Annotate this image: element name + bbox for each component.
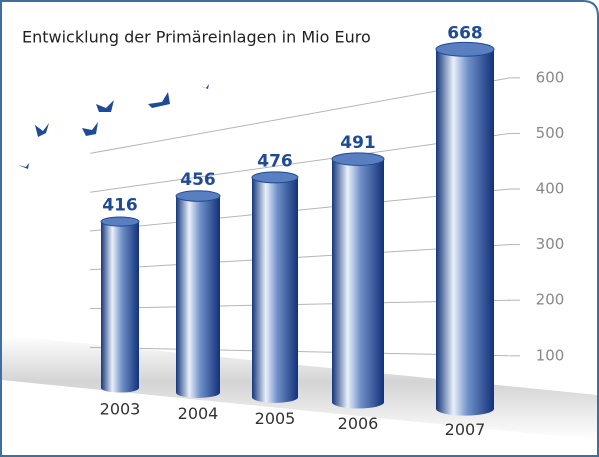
chart: Entwicklung der Primäreinlagen in Mio Eu… <box>0 0 599 457</box>
x-tick-label: 2007 <box>445 420 486 439</box>
value-label: 456 <box>180 170 216 190</box>
y-tick-label: 200 <box>536 291 565 309</box>
x-tick-label: 2006 <box>338 414 379 433</box>
bar-top <box>252 172 298 183</box>
bar-top <box>332 153 384 165</box>
value-label: 668 <box>447 23 483 43</box>
bar-top <box>436 42 494 56</box>
page: Entwicklung der Primäreinlagen in Mio Eu… <box>0 0 599 457</box>
y-tick-label: 500 <box>536 124 565 142</box>
bar <box>101 222 139 388</box>
bar <box>176 196 220 393</box>
x-tick-label: 2003 <box>100 400 141 419</box>
bar-top <box>101 217 139 226</box>
chart-title: Entwicklung der Primäreinlagen in Mio Eu… <box>22 28 371 47</box>
bar <box>252 177 298 397</box>
value-label: 416 <box>102 196 138 216</box>
bar-top <box>176 191 220 202</box>
y-tick-label: 400 <box>536 180 565 198</box>
x-tick-label: 2005 <box>255 409 296 428</box>
y-tick-label: 300 <box>536 235 565 253</box>
y-tick-label: 100 <box>536 346 565 364</box>
value-label: 491 <box>340 133 376 153</box>
x-tick-label: 2004 <box>178 404 219 423</box>
bar <box>436 49 494 408</box>
bar <box>332 159 384 402</box>
value-label: 476 <box>257 151 293 171</box>
y-tick-label: 600 <box>536 68 565 86</box>
